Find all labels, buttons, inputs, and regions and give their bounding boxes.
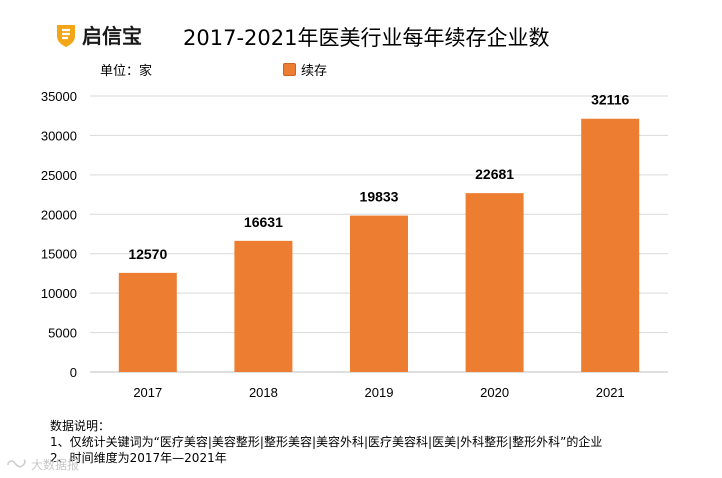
- chart-legend: 续存: [283, 60, 327, 79]
- y-tick-label: 15000: [41, 247, 77, 262]
- data-label: 32116: [591, 92, 629, 108]
- legend-swatch: [283, 63, 296, 76]
- bar: [350, 215, 408, 372]
- y-tick-label: 30000: [41, 128, 77, 143]
- unit-label: 单位：家: [100, 64, 153, 79]
- y-tick-label: 5000: [48, 326, 77, 341]
- watermark: 大数据报: [6, 456, 79, 473]
- data-label: 19833: [360, 189, 399, 205]
- chart-title: 2017-2021年医美行业每年续存企业数: [183, 26, 550, 50]
- x-tick-label: 2020: [480, 385, 509, 400]
- y-tick-label: 35000: [41, 89, 77, 104]
- x-tick-label: 2018: [249, 385, 278, 400]
- brand-name: 启信宝: [82, 24, 142, 48]
- data-label: 16631: [244, 214, 283, 230]
- x-tick-label: 2017: [133, 385, 162, 400]
- data-label: 12570: [128, 246, 167, 262]
- shield-logo-icon: [57, 24, 75, 47]
- bar: [234, 240, 293, 372]
- y-tick-label: 10000: [41, 286, 77, 301]
- legend-label: 续存: [301, 64, 328, 79]
- y-tick-label: 0: [70, 365, 77, 380]
- x-tick-label: 2019: [365, 385, 394, 400]
- watermark-text: 大数据报: [31, 458, 80, 472]
- x-tick-label: 2021: [596, 385, 625, 400]
- notes-line-1: 1、仅统计关键词为“医疗美容|美容整形|整形美容|美容外科|医疗美容科|医美|外…: [50, 435, 603, 449]
- notes-heading: 数据说明：: [50, 419, 111, 433]
- notes-line-2: 2、时间维度为2017年—2021年: [50, 451, 227, 465]
- y-tick-label: 20000: [41, 207, 77, 222]
- brand-logo: 启信宝: [54, 20, 142, 49]
- bar: [118, 272, 177, 372]
- watermark-logo-icon: [7, 458, 26, 467]
- bar: [581, 118, 640, 372]
- y-tick-label: 25000: [41, 168, 77, 183]
- bar: [465, 193, 524, 372]
- data-label: 22681: [475, 166, 514, 182]
- data-notes: 数据说明： 1、仅统计关键词为“医疗美容|美容整形|整形美容|美容外科|医疗美容…: [50, 418, 602, 466]
